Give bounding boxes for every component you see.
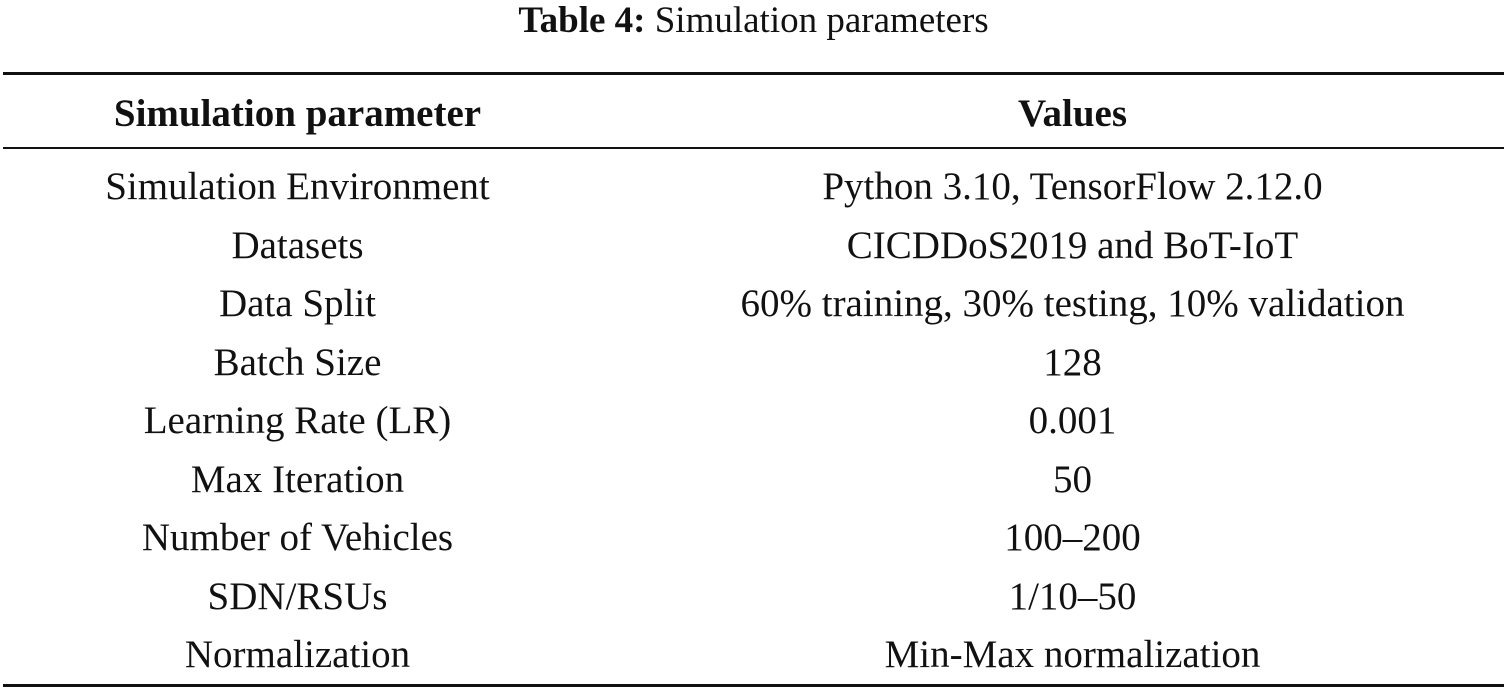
top-rule bbox=[3, 72, 1504, 75]
value-cell: Min-Max normalization bbox=[884, 633, 1261, 676]
header-rule bbox=[3, 147, 1504, 149]
table-row: Normalization Min-Max normalization bbox=[0, 626, 1507, 685]
value-cell: 50 bbox=[1053, 457, 1092, 501]
value-cell: 128 bbox=[1043, 340, 1102, 384]
caption-label: Table 4: bbox=[518, 0, 646, 41]
param-cell: Batch Size bbox=[213, 340, 382, 384]
table-caption: Table 4: Simulation parameters bbox=[0, 0, 1507, 42]
value-cell: Python 3.10, TensorFlow 2.12.0 bbox=[822, 165, 1323, 208]
value-cell: 1/10–50 bbox=[1008, 574, 1137, 618]
caption-title: Simulation parameters bbox=[654, 0, 989, 41]
value-cell: CICDDoS2019 and BoT-IoT bbox=[846, 223, 1299, 267]
table-row: SDN/RSUs 1/10–50 bbox=[0, 568, 1507, 627]
value-cell: 100–200 bbox=[1004, 516, 1141, 559]
param-cell: SDN/RSUs bbox=[207, 574, 388, 618]
param-cell: Normalization bbox=[184, 633, 411, 676]
param-cell: Max Iteration bbox=[190, 457, 405, 501]
header-values: Values bbox=[1017, 92, 1128, 135]
table-header-row: Simulation parameter Values bbox=[0, 88, 1507, 140]
param-cell: Learning Rate (LR) bbox=[143, 399, 452, 442]
value-cell: 60% training, 30% testing, 10% validatio… bbox=[740, 282, 1405, 325]
bottom-rule bbox=[3, 684, 1504, 687]
table-row: Simulation Environment Python 3.10, Tens… bbox=[0, 158, 1507, 217]
table-row: Number of Vehicles 100–200 bbox=[0, 509, 1507, 568]
param-cell: Datasets bbox=[231, 223, 364, 267]
table-row: Datasets CICDDoS2019 and BoT-IoT bbox=[0, 217, 1507, 276]
table-row: Learning Rate (LR) 0.001 bbox=[0, 392, 1507, 451]
table-body: Simulation Environment Python 3.10, Tens… bbox=[0, 158, 1507, 685]
table-row: Data Split 60% training, 30% testing, 10… bbox=[0, 275, 1507, 334]
param-cell: Data Split bbox=[218, 282, 377, 325]
table-row: Max Iteration 50 bbox=[0, 451, 1507, 510]
table-row: Batch Size 128 bbox=[0, 334, 1507, 393]
header-simulation-parameter: Simulation parameter bbox=[113, 92, 482, 135]
param-cell: Simulation Environment bbox=[105, 165, 490, 208]
param-cell: Number of Vehicles bbox=[141, 516, 454, 559]
value-cell: 0.001 bbox=[1028, 399, 1117, 442]
